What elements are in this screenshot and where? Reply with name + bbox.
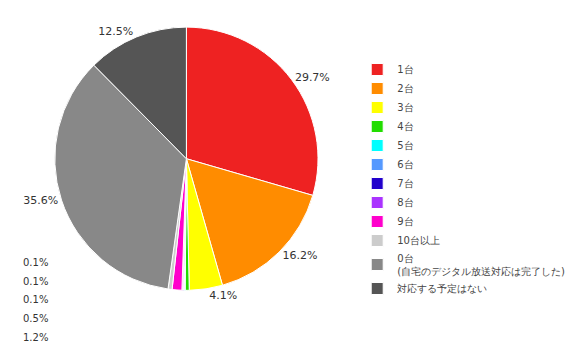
svg-text:1.2%: 1.2% bbox=[23, 332, 48, 343]
svg-text:16.2%: 16.2% bbox=[282, 249, 317, 262]
svg-text:対応する予定はない: 対応する予定はない bbox=[397, 283, 487, 294]
svg-text:9台: 9台 bbox=[397, 216, 413, 227]
svg-text:35.6%: 35.6% bbox=[23, 194, 58, 207]
svg-text:6台: 6台 bbox=[397, 159, 413, 170]
svg-text:3台: 3台 bbox=[397, 102, 413, 113]
svg-text:10台以上: 10台以上 bbox=[397, 235, 440, 246]
svg-text:5台: 5台 bbox=[397, 140, 413, 151]
svg-text:0.1%: 0.1% bbox=[23, 294, 48, 305]
svg-text:12.5%: 12.5% bbox=[98, 25, 133, 38]
svg-text:0.1%: 0.1% bbox=[23, 276, 48, 287]
svg-text:1台: 1台 bbox=[397, 64, 413, 75]
svg-text:4台: 4台 bbox=[397, 121, 413, 132]
svg-text:0.5%: 0.5% bbox=[23, 313, 48, 324]
svg-text:0.1%: 0.1% bbox=[23, 257, 48, 268]
svg-text:29.7%: 29.7% bbox=[295, 71, 330, 84]
svg-text:8台: 8台 bbox=[397, 197, 413, 208]
svg-text:4.1%: 4.1% bbox=[209, 289, 237, 302]
svg-text:7台: 7台 bbox=[397, 178, 413, 189]
svg-text:0台(自宅のデジタル放送対応は完了した): 0台(自宅のデジタル放送対応は完了した) bbox=[397, 253, 565, 277]
svg-text:2台: 2台 bbox=[397, 83, 413, 94]
